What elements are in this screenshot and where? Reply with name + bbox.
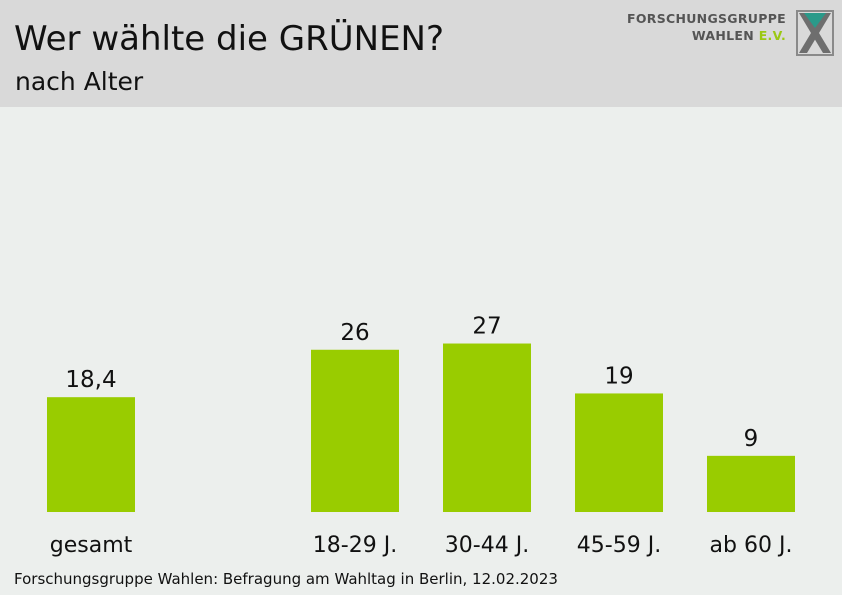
- category-label-45-59-j: 45-59 J.: [577, 533, 661, 558]
- bar-gesamt: [47, 397, 135, 512]
- category-label-ab-60-j: ab 60 J.: [710, 533, 793, 558]
- value-label-18-29-j: 26: [340, 320, 369, 346]
- chart-title: Wer wählte die GRÜNEN?: [14, 19, 445, 59]
- logo-text-line2: WAHLEN E.V.: [691, 28, 786, 43]
- logo-text-ev: E.V.: [758, 28, 786, 43]
- header-band: Wer wählte die GRÜNEN? nach Alter FORSCH…: [0, 0, 842, 107]
- bar-45-59-j: [575, 393, 663, 512]
- bar-chart: 18,4 gesamt 26 18-29 J. 27 30-44 J. 19 45-59 J.…: [47, 314, 795, 558]
- logo: FORSCHUNGSGRUPPE WAHLEN E.V.: [627, 10, 838, 58]
- chart-subtitle: nach Alter: [15, 67, 144, 96]
- bar-18-29-j: [311, 349, 399, 512]
- category-label-18-29-j: 18-29 J.: [313, 533, 397, 558]
- value-label-gesamt: 18,4: [65, 367, 116, 393]
- bar-ab-60-j: [707, 455, 795, 512]
- value-label-45-59-j: 19: [604, 363, 633, 389]
- category-label-30-44-j: 30-44 J.: [445, 533, 529, 558]
- source-note: Forschungsgruppe Wahlen: Befragung am Wa…: [14, 570, 558, 588]
- bar-30-44-j: [443, 343, 531, 512]
- logo-text-wahlen: WAHLEN: [691, 28, 755, 43]
- value-label-30-44-j: 27: [472, 314, 501, 340]
- logo-text-line1: FORSCHUNGSGRUPPE: [627, 11, 786, 26]
- category-label-gesamt: gesamt: [50, 533, 133, 558]
- logo-x-icon: [796, 10, 834, 56]
- value-label-ab-60-j: 9: [744, 426, 759, 452]
